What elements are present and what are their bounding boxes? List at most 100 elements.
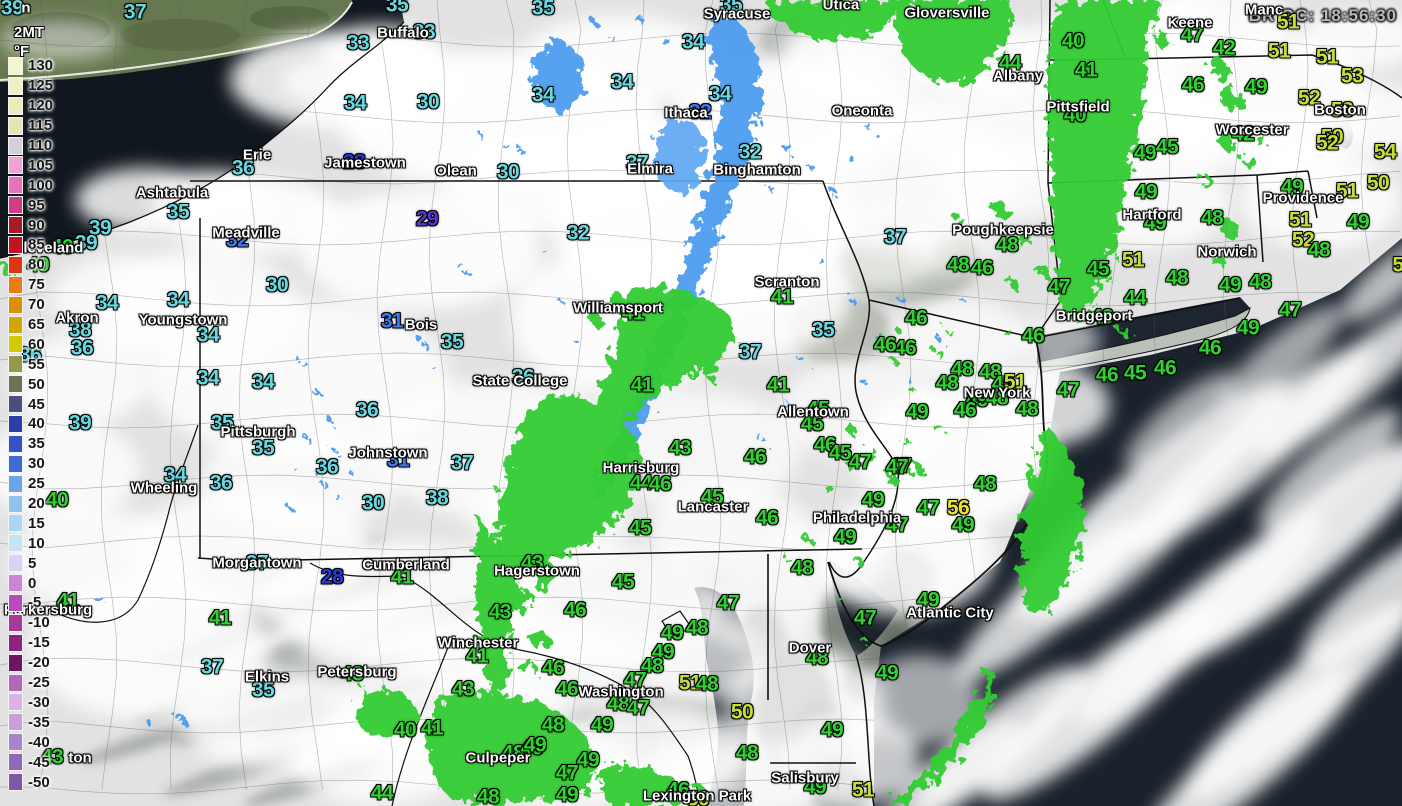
scale-segment <box>8 295 23 314</box>
scale-tick-row: -25 <box>8 673 53 693</box>
scale-tick-label: 90 <box>28 216 45 234</box>
scale-tick-label: 55 <box>28 355 45 373</box>
scale-tick-label: -10 <box>28 614 50 632</box>
scale-tick-row: -15 <box>8 633 53 653</box>
scale-tick-label: -40 <box>28 733 50 751</box>
scale-segment <box>8 375 23 394</box>
scale-tick-label: 70 <box>28 296 45 314</box>
scale-tick-row: 25 <box>8 474 53 494</box>
scale-tick-row: 20 <box>8 494 53 514</box>
scale-segment <box>8 275 23 294</box>
scale-tick-label: -20 <box>28 654 50 672</box>
scale-segment <box>8 235 23 254</box>
scale-tick-label: -30 <box>28 693 50 711</box>
scale-tick-row: 5 <box>8 553 53 573</box>
scale-segment <box>8 96 23 115</box>
snow-radar-overlay <box>96 16 964 725</box>
scale-segment <box>8 414 23 433</box>
scale-segment <box>8 76 23 95</box>
temperature-color-scale: 130 125 120 115 110 105 100 95 90 85 80 75 70 65 60 55 5… <box>8 56 53 792</box>
scale-segment <box>8 593 23 612</box>
scale-tick-row: 15 <box>8 513 53 533</box>
scale-segment <box>8 255 23 274</box>
scale-tick-label: -15 <box>28 634 50 652</box>
scale-tick-row: 90 <box>8 215 53 235</box>
scale-segment <box>8 613 23 632</box>
scale-tick-label: -25 <box>28 674 50 692</box>
scale-tick-row: 50 <box>8 374 53 394</box>
scale-tick-label: -35 <box>28 713 50 731</box>
scale-tick-row: 125 <box>8 76 53 96</box>
scale-segment <box>8 335 23 354</box>
scale-segment <box>8 116 23 135</box>
scale-tick-label: 30 <box>28 455 45 473</box>
scale-segment <box>8 633 23 652</box>
scale-segment <box>8 216 23 235</box>
scale-tick-label: 110 <box>28 137 53 154</box>
scale-tick-row: 75 <box>8 275 53 295</box>
scale-segment <box>8 693 23 712</box>
scale-unit-line2: °F <box>14 42 30 60</box>
scale-tick-row: -20 <box>8 653 53 673</box>
scale-segment <box>8 434 23 453</box>
scale-tick-row: 110 <box>8 136 53 156</box>
scale-tick-label: 5 <box>28 554 37 572</box>
scale-tick-label: 20 <box>28 495 45 513</box>
scale-tick-row: -5 <box>8 593 53 613</box>
scale-tick-row: 80 <box>8 255 53 275</box>
scale-tick-label: 130 <box>28 57 54 75</box>
scale-tick-label: 80 <box>28 256 45 274</box>
scale-segment <box>8 176 23 195</box>
scale-segment <box>8 713 23 732</box>
scale-tick-row: -35 <box>8 712 53 732</box>
scale-tick-row: 35 <box>8 434 53 454</box>
scale-segment <box>8 454 23 473</box>
scale-segment <box>8 156 23 175</box>
scale-tick-label: 45 <box>28 395 45 413</box>
scale-unit-line1: 2MT <box>14 24 44 41</box>
scale-tick-row: -30 <box>8 693 53 713</box>
scale-segment <box>8 534 23 553</box>
scale-tick-label: -5 <box>28 594 42 612</box>
scale-tick-label: 35 <box>28 435 45 453</box>
scale-title: 2MT °F <box>14 24 44 62</box>
scale-tick-row: 45 <box>8 394 53 414</box>
scale-tick-row: 30 <box>8 454 53 474</box>
scale-tick-label: 50 <box>28 375 45 393</box>
scale-tick-label: 10 <box>28 534 45 552</box>
scale-segment <box>8 514 23 533</box>
scale-segment <box>8 474 23 493</box>
scale-tick-label: 60 <box>28 335 45 353</box>
scale-tick-label: 25 <box>28 475 45 493</box>
scale-tick-label: 0 <box>28 574 37 592</box>
scale-tick-label: 125 <box>28 77 54 95</box>
scale-tick-row: 130 <box>8 56 53 76</box>
scale-tick-label: 95 <box>28 196 45 214</box>
scale-tick-row: 40 <box>8 414 53 434</box>
scale-tick-row: 95 <box>8 195 53 215</box>
scale-tick-row: -10 <box>8 613 53 633</box>
scale-tick-row: 70 <box>8 295 53 315</box>
scale-segment <box>8 554 23 573</box>
canada-shoreline <box>0 1 353 81</box>
scale-tick-row: -40 <box>8 732 53 752</box>
rain-radar-overlay <box>1 0 1265 806</box>
scale-segment <box>8 494 23 513</box>
scale-tick-row: 120 <box>8 96 53 116</box>
scale-segment <box>8 773 23 791</box>
scale-tick-label: -45 <box>28 753 50 771</box>
scale-segment <box>8 315 23 334</box>
scale-tick-label: 65 <box>28 316 45 334</box>
scale-tick-row: 0 <box>8 573 53 593</box>
scale-tick-row: 115 <box>8 116 53 136</box>
scale-segment <box>8 653 23 672</box>
scale-tick-row: -50 <box>8 772 53 792</box>
scale-tick-row: 55 <box>8 354 53 374</box>
scale-tick-label: 85 <box>28 236 45 254</box>
scale-tick-label: 115 <box>28 117 53 135</box>
scale-segment <box>8 56 23 75</box>
scale-tick-row: 10 <box>8 533 53 553</box>
scale-segment <box>8 136 23 155</box>
